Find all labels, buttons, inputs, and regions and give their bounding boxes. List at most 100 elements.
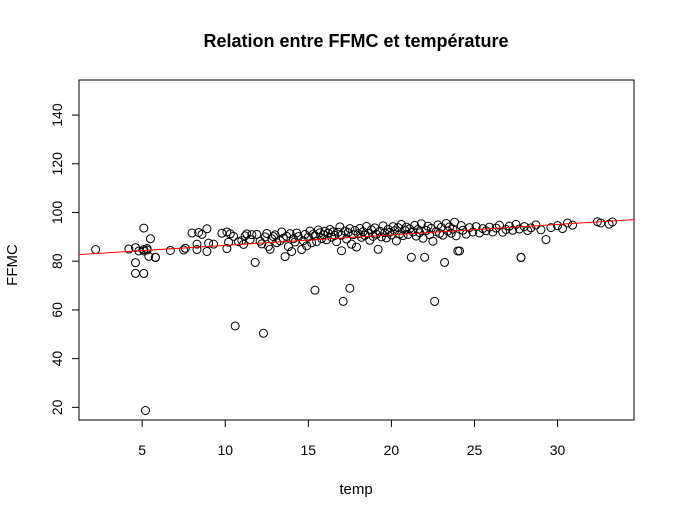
data-point	[202, 246, 212, 256]
data-point	[229, 231, 239, 241]
data-point	[230, 321, 240, 331]
x-tick-label: 25	[467, 442, 483, 458]
data-point	[179, 245, 189, 255]
x-tick-label: 5	[138, 442, 146, 458]
data-point	[494, 220, 504, 230]
data-point	[144, 251, 154, 261]
data-point	[333, 227, 343, 237]
data-point	[546, 223, 556, 233]
y-tick-label: 120	[49, 152, 65, 176]
data-point	[388, 222, 398, 232]
y-tick-label: 80	[49, 253, 65, 269]
data-point	[418, 233, 428, 243]
x-tick-label: 30	[550, 442, 566, 458]
data-point	[165, 245, 175, 255]
data-point	[468, 227, 478, 237]
data-point	[302, 241, 312, 251]
data-point	[150, 253, 160, 263]
y-tick-label: 40	[49, 351, 65, 367]
data-point	[455, 246, 465, 256]
data-point	[456, 221, 466, 231]
data-point	[501, 225, 511, 235]
regression-line	[78, 219, 635, 256]
data-point	[337, 246, 347, 256]
data-point	[197, 229, 207, 239]
data-point	[283, 242, 293, 252]
data-point	[265, 244, 275, 254]
data-point	[192, 245, 202, 255]
data-point	[380, 228, 390, 238]
data-point	[411, 231, 421, 241]
data-point	[370, 223, 380, 233]
data-point	[257, 239, 267, 249]
data-point	[391, 236, 401, 246]
data-point	[247, 230, 257, 240]
data-point	[287, 246, 297, 256]
data-point	[484, 222, 494, 232]
data-point	[361, 221, 371, 231]
data-point	[332, 237, 342, 247]
x-tick-label: 15	[301, 442, 317, 458]
data-point	[139, 268, 149, 278]
data-point	[330, 230, 340, 240]
data-point	[130, 258, 140, 268]
data-point	[568, 220, 578, 230]
data-point	[378, 221, 388, 231]
regression-layer	[78, 219, 635, 256]
data-point	[406, 252, 416, 262]
data-point	[347, 239, 357, 249]
data-point	[282, 231, 292, 241]
data-point	[250, 257, 260, 267]
x-tick-label: 10	[217, 442, 233, 458]
data-point	[124, 244, 134, 254]
x-tick-label: 20	[384, 442, 400, 458]
data-point	[420, 252, 430, 262]
data-point	[541, 235, 551, 245]
data-point	[224, 237, 234, 247]
chart-title: Relation entre FFMC et température	[203, 31, 508, 51]
data-point	[322, 235, 332, 245]
data-point	[222, 244, 232, 254]
data-point	[428, 236, 438, 246]
data-point	[342, 234, 352, 244]
y-tick-label: 60	[49, 302, 65, 318]
y-axis: 20 40 60 80 100 120 140	[49, 103, 80, 415]
data-point	[416, 219, 426, 229]
data-point	[355, 223, 365, 233]
points-layer	[91, 217, 617, 416]
data-point	[312, 236, 322, 246]
y-tick-label: 140	[49, 103, 65, 127]
data-point	[280, 252, 290, 262]
data-point	[313, 225, 323, 235]
data-point	[285, 229, 295, 239]
data-point	[338, 296, 348, 306]
data-point	[310, 285, 320, 295]
data-point	[531, 220, 541, 230]
data-point	[514, 224, 524, 234]
data-point	[516, 253, 526, 263]
y-tick-label: 20	[49, 399, 65, 415]
y-tick-label: 100	[49, 201, 65, 225]
data-point	[209, 239, 219, 249]
data-point	[345, 283, 355, 293]
data-point	[373, 244, 383, 254]
x-axis: 5 10 15 20 25 30	[138, 419, 566, 458]
data-point	[258, 328, 268, 338]
x-axis-label: temp	[339, 481, 372, 498]
data-point	[352, 242, 361, 252]
data-point	[511, 219, 521, 229]
data-point	[145, 234, 155, 244]
data-point	[187, 228, 197, 238]
data-point	[430, 296, 440, 306]
data-point	[204, 238, 214, 248]
data-point	[526, 223, 536, 233]
data-point	[553, 221, 563, 231]
data-point	[348, 230, 358, 240]
data-point	[398, 231, 408, 241]
data-point	[140, 406, 150, 416]
data-point	[139, 223, 149, 233]
y-axis-label: FFMC	[4, 244, 21, 286]
data-point	[343, 227, 353, 237]
